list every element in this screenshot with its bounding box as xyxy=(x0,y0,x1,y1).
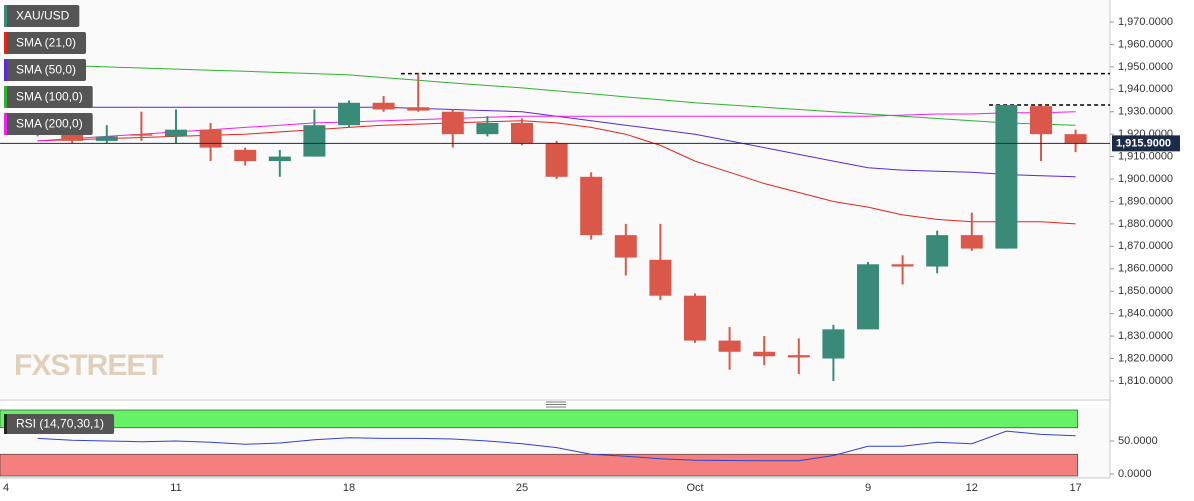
y-tick-label: 1,930.0000 xyxy=(1118,106,1173,118)
y-tick-label: 1,960.0000 xyxy=(1118,38,1173,50)
legend-swatch xyxy=(4,32,7,54)
legend-box[interactable] xyxy=(4,32,87,54)
x-tick-label: 4 xyxy=(3,482,9,494)
legend-swatch xyxy=(4,86,7,108)
y-tick-label: 1,840.0000 xyxy=(1118,308,1173,320)
candle-body xyxy=(303,125,326,157)
y-tick-label: 1,940.0000 xyxy=(1118,83,1173,95)
last-price-box xyxy=(1112,135,1180,152)
candle-body xyxy=(787,355,810,358)
oversold-band xyxy=(0,453,1078,477)
candle-body xyxy=(372,102,395,110)
legend-swatch xyxy=(4,414,7,434)
legend-box[interactable] xyxy=(4,86,93,108)
legend-swatch xyxy=(4,113,7,135)
legend-label: SMA (21,0) xyxy=(16,36,76,50)
candle-body xyxy=(822,329,845,359)
candle-body xyxy=(995,104,1018,249)
candle-body xyxy=(580,176,603,236)
y-tick-label: 1,870.0000 xyxy=(1118,240,1173,252)
y-tick-label: 1,850.0000 xyxy=(1118,285,1173,297)
candle-body xyxy=(511,122,533,144)
main-pane xyxy=(0,0,1110,398)
legend-box[interactable] xyxy=(4,113,93,135)
candle-body xyxy=(1064,134,1087,144)
candle-body xyxy=(545,143,568,177)
candle-body xyxy=(338,102,360,126)
legend-label: XAU/USD xyxy=(16,9,70,23)
candle-body xyxy=(268,156,291,162)
candle-body xyxy=(718,340,741,352)
legend-swatch xyxy=(4,59,7,81)
candle-body xyxy=(61,129,84,141)
legend-box[interactable] xyxy=(4,414,115,434)
watermark: FXSTREET xyxy=(14,349,163,382)
legend-label: SMA (50,0) xyxy=(16,63,76,77)
rsi-line xyxy=(37,430,1076,462)
x-tick-label: 11 xyxy=(170,482,181,494)
candle-body xyxy=(891,264,914,267)
y-tick-label: 50.0000 xyxy=(1118,435,1158,447)
candle-body xyxy=(234,149,257,162)
legend-label: SMA (200,0) xyxy=(16,117,83,131)
legend-swatch xyxy=(4,5,7,27)
y-tick-label: 1,970.0000 xyxy=(1118,16,1173,28)
legend-label: SMA (100,0) xyxy=(16,90,83,104)
legend-label: RSI (14,70,30,1) xyxy=(16,417,104,431)
candle-body xyxy=(614,235,637,258)
y-tick-label: 1,950.0000 xyxy=(1118,61,1173,73)
x-tick-label: Oct xyxy=(686,482,703,494)
x-tick-label: 9 xyxy=(865,482,871,494)
sma-line xyxy=(37,64,1076,126)
candle-body xyxy=(753,351,776,357)
legend-box[interactable] xyxy=(4,5,80,27)
y-tick-label: 1,830.0000 xyxy=(1118,330,1173,342)
resize-handle[interactable] xyxy=(546,401,566,408)
x-tick-label: 12 xyxy=(966,482,978,494)
candle-body xyxy=(960,235,983,249)
overbought-band xyxy=(0,409,1078,429)
candle-body xyxy=(95,136,118,141)
candle-body xyxy=(407,107,430,111)
candle-body xyxy=(130,134,153,136)
x-tick-label: 25 xyxy=(516,482,528,494)
candle-body xyxy=(199,129,222,148)
y-tick-label: 1,820.0000 xyxy=(1118,352,1173,364)
candle-body xyxy=(441,111,464,135)
legend-box[interactable] xyxy=(4,59,87,81)
candle-body xyxy=(857,264,879,330)
x-tick-label: 17 xyxy=(1069,482,1081,494)
y-tick-label: 1,910.0000 xyxy=(1118,151,1173,163)
last-price-label: 1,915.9000 xyxy=(1116,137,1171,149)
y-tick-label: 1,900.0000 xyxy=(1118,173,1173,185)
candle-body xyxy=(684,295,706,341)
y-tick-label: 1,860.0000 xyxy=(1118,263,1173,275)
candle-body xyxy=(649,259,672,296)
candle-body xyxy=(165,129,187,137)
y-tick-label: 1,810.0000 xyxy=(1118,375,1173,387)
candle-body xyxy=(1030,106,1052,135)
y-tick-label: 1,880.0000 xyxy=(1118,218,1173,230)
y-tick-label: 1,890.0000 xyxy=(1118,195,1173,207)
y-tick-label: 0.0000 xyxy=(1118,468,1152,480)
candle-body xyxy=(926,235,949,267)
candle-body xyxy=(476,122,499,135)
x-tick-label: 18 xyxy=(343,482,355,494)
